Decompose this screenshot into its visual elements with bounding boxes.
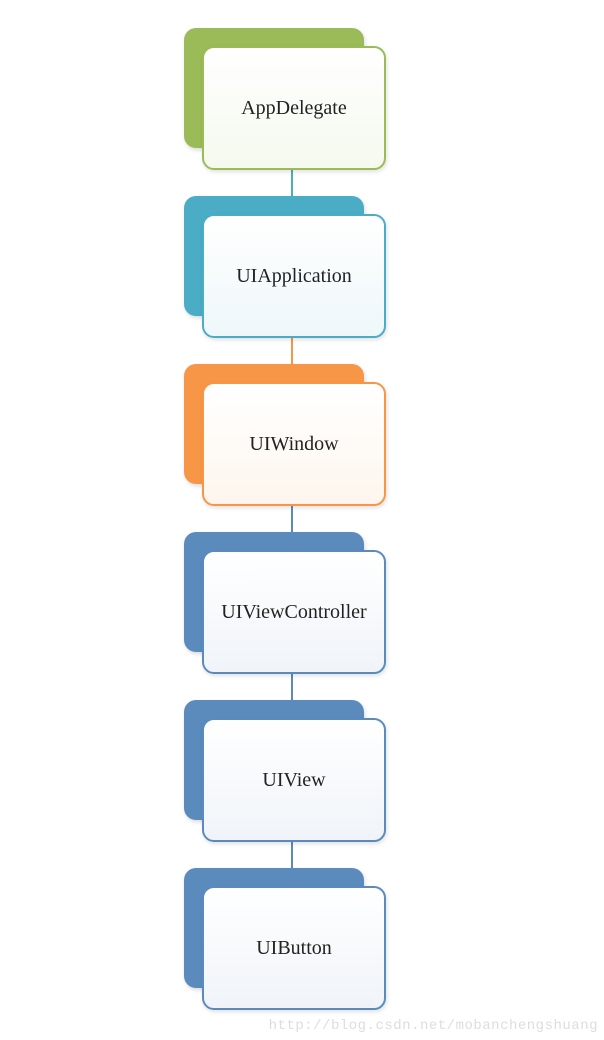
- node-front-uiapplication: UIApplication: [202, 214, 386, 338]
- node-front-uiview: UIView: [202, 718, 386, 842]
- node-label-uiwindow: UIWindow: [249, 433, 338, 456]
- node-uiview: UIView: [184, 700, 382, 838]
- node-uiwindow: UIWindow: [184, 364, 382, 502]
- node-uiviewcontroller: UIViewController: [184, 532, 382, 670]
- watermark-text: http://blog.csdn.net/mobanchengshuang: [269, 1018, 598, 1034]
- node-label-uiapplication: UIApplication: [236, 265, 352, 288]
- node-front-uibutton: UIButton: [202, 886, 386, 1010]
- node-appdelegate: AppDelegate: [184, 28, 382, 166]
- hierarchy-diagram: AppDelegate UIApplication UIWindow UIViewCo…: [0, 0, 604, 1040]
- node-front-uiviewcontroller: UIViewController: [202, 550, 386, 674]
- node-label-appdelegate: AppDelegate: [241, 97, 347, 120]
- node-front-uiwindow: UIWindow: [202, 382, 386, 506]
- node-label-uiview: UIView: [262, 769, 325, 792]
- node-label-uibutton: UIButton: [256, 937, 332, 960]
- node-uibutton: UIButton: [184, 868, 382, 1006]
- node-uiapplication: UIApplication: [184, 196, 382, 334]
- node-label-uiviewcontroller: UIViewController: [221, 601, 366, 624]
- node-front-appdelegate: AppDelegate: [202, 46, 386, 170]
